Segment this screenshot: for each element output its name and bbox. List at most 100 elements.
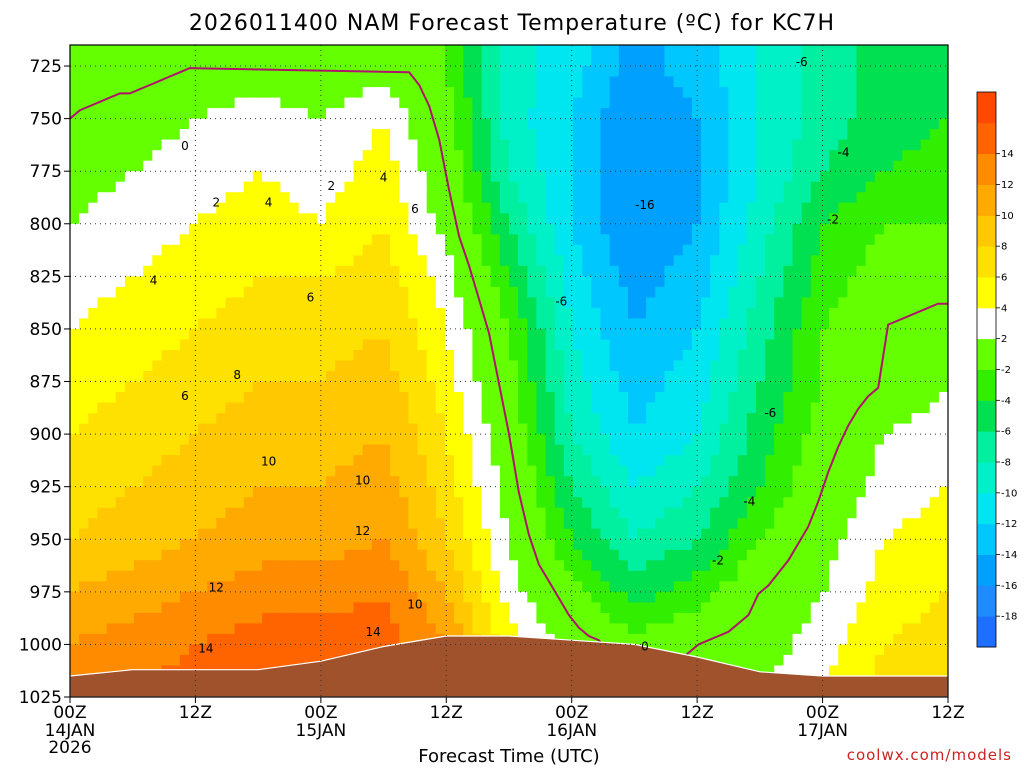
temperature-cell [316, 244, 327, 256]
temperature-cell [188, 223, 199, 235]
temperature-cell [637, 402, 647, 414]
temperature-cell [417, 623, 428, 635]
temperature-cell [701, 87, 711, 99]
temperature-cell [765, 654, 775, 666]
temperature-cell [563, 297, 574, 309]
temperature-cell [600, 318, 611, 330]
temperature-cell [765, 118, 775, 130]
temperature-cell [271, 87, 281, 99]
temperature-cell [618, 633, 629, 645]
temperature-cell [435, 581, 446, 593]
temperature-cell [554, 444, 565, 456]
temperature-cell [371, 76, 382, 88]
temperature-cell [307, 549, 318, 561]
temperature-cell [618, 518, 629, 530]
temperature-cell [124, 223, 135, 235]
temperature-cell [170, 350, 181, 362]
temperature-cell [445, 234, 455, 246]
temperature-cell [499, 129, 510, 141]
temperature-cell [243, 581, 254, 593]
temperature-cell [262, 297, 272, 309]
temperature-cell [97, 360, 108, 372]
temperature-cell [664, 560, 675, 572]
temperature-cell [298, 244, 309, 256]
temperature-cell [225, 286, 236, 298]
temperature-cell [774, 76, 784, 88]
temperature-cell [472, 539, 483, 551]
temperature-cell [97, 108, 108, 120]
temperature-cell [509, 402, 519, 414]
temperature-cell [646, 202, 656, 214]
temperature-cell [417, 528, 428, 540]
temperature-cell [353, 371, 364, 383]
temperature-cell [271, 549, 281, 561]
temperature-cell [316, 486, 327, 498]
temperature-cell [179, 360, 190, 372]
temperature-cell [381, 455, 391, 467]
temperature-cell [627, 549, 638, 561]
temperature-cell [536, 507, 547, 519]
temperature-cell [563, 381, 574, 393]
temperature-cell [417, 318, 428, 330]
temperature-cell [719, 539, 730, 551]
temperature-cell [70, 507, 80, 519]
temperature-cell [774, 171, 784, 183]
temperature-cell [426, 181, 437, 193]
temperature-cell [627, 139, 638, 151]
temperature-cell [316, 276, 327, 288]
temperature-cell [161, 213, 172, 225]
temperature-cell [673, 339, 684, 351]
temperature-cell [344, 486, 355, 498]
temperature-cell [774, 87, 784, 99]
temperature-cell [408, 286, 419, 298]
temperature-cell [390, 381, 400, 393]
temperature-cell [746, 318, 757, 330]
temperature-cell [490, 45, 501, 57]
temperature-cell [563, 223, 574, 235]
temperature-cell [271, 265, 281, 277]
temperature-cell [755, 402, 766, 414]
temperature-cell [472, 76, 483, 88]
temperature-cell [124, 234, 135, 246]
temperature-cell [161, 602, 172, 614]
temperature-cell [737, 633, 748, 645]
temperature-cell [445, 286, 455, 298]
temperature-cell [188, 644, 199, 656]
temperature-cell [344, 129, 355, 141]
temperature-cell [399, 118, 409, 130]
temperature-cell [545, 465, 556, 477]
temperature-cell [445, 612, 455, 624]
temperature-cell [198, 244, 208, 256]
temperature-cell [664, 192, 675, 204]
temperature-cell [673, 223, 684, 235]
temperature-cell [609, 244, 620, 256]
temperature-cell [271, 286, 281, 298]
temperature-cell [509, 476, 519, 488]
temperature-cell [207, 139, 217, 151]
temperature-cell [243, 276, 254, 288]
temperature-cell [554, 423, 565, 435]
temperature-cell [390, 465, 400, 477]
temperature-cell [783, 654, 794, 666]
temperature-cell [682, 97, 693, 109]
temperature-cell [463, 476, 473, 488]
temperature-cell [79, 276, 89, 288]
temperature-cell [390, 371, 400, 383]
temperature-cell [435, 76, 446, 88]
temperature-cell [600, 402, 611, 414]
temperature-cell [627, 423, 638, 435]
temperature-cell [161, 381, 172, 393]
temperature-cell [115, 160, 126, 172]
temperature-cell [481, 255, 492, 267]
temperature-cell [88, 602, 98, 614]
temperature-cell [115, 118, 126, 130]
temperature-cell [435, 486, 446, 498]
temperature-cell [737, 66, 748, 78]
temperature-cell [335, 87, 345, 99]
temperature-cell [682, 518, 693, 530]
temperature-cell [381, 371, 391, 383]
temperature-cell [289, 87, 300, 99]
temperature-cell [97, 507, 108, 519]
temperature-cell [198, 633, 208, 645]
temperature-cell [463, 108, 473, 120]
